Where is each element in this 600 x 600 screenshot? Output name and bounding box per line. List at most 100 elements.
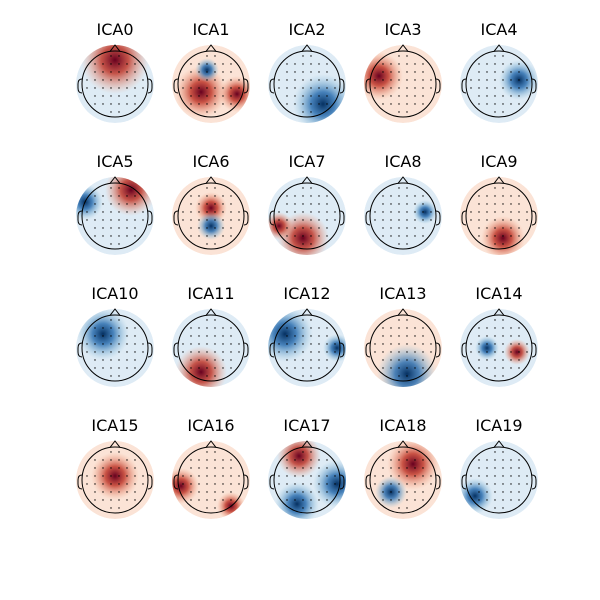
sensor [398, 103, 400, 105]
sensor [294, 95, 296, 97]
sensor [294, 227, 296, 229]
sensor [382, 499, 384, 501]
sensor [110, 95, 112, 97]
sensor [310, 79, 312, 81]
sensor [318, 235, 320, 237]
sensor [486, 459, 488, 461]
sensor [102, 335, 104, 337]
sensor [382, 475, 384, 477]
nose [493, 440, 505, 448]
sensor [478, 79, 480, 81]
sensor [398, 87, 400, 89]
sensor [422, 475, 424, 477]
sensor [230, 95, 232, 97]
sensor [142, 79, 144, 81]
sensor [126, 195, 128, 197]
ear-left [461, 78, 467, 94]
sensor [510, 335, 512, 337]
sensor [486, 79, 488, 81]
head-outline [465, 182, 533, 250]
sensor [238, 351, 240, 353]
map-blob [172, 468, 199, 504]
sensor [326, 483, 328, 485]
sensor [294, 211, 296, 213]
sensor [190, 195, 192, 197]
sensor [102, 475, 104, 477]
sensor [510, 203, 512, 205]
sensor [318, 95, 320, 97]
sensor [190, 475, 192, 477]
sensor [142, 475, 144, 477]
sensor [390, 103, 392, 105]
sensor [198, 195, 200, 197]
sensor [110, 459, 112, 461]
sensor [214, 335, 216, 337]
sensor [286, 95, 288, 97]
sensor [110, 335, 112, 337]
nose [301, 308, 313, 316]
sensor [398, 235, 400, 237]
ear-left [269, 210, 275, 226]
sensor [310, 235, 312, 237]
sensor [502, 195, 504, 197]
topomap: ICA7 [268, 152, 346, 255]
sensor [302, 79, 304, 81]
sensor [118, 375, 120, 377]
sensor [206, 87, 208, 89]
sensor [518, 227, 520, 229]
sensor [102, 235, 104, 237]
sensor [390, 359, 392, 361]
sensor [382, 227, 384, 229]
sensor [102, 467, 104, 469]
sensor [118, 359, 120, 361]
sensor [190, 71, 192, 73]
sensor [382, 219, 384, 221]
head-outline [177, 50, 245, 118]
sensor [294, 203, 296, 205]
sensor [222, 367, 224, 369]
sensor [286, 63, 288, 65]
sensor [494, 219, 496, 221]
sensor [230, 195, 232, 197]
sensor [326, 467, 328, 469]
sensor [326, 235, 328, 237]
sensor [230, 227, 232, 229]
sensor [526, 79, 528, 81]
sensor [230, 235, 232, 237]
sensor [190, 79, 192, 81]
sensor [478, 351, 480, 353]
map [76, 45, 154, 123]
sensor [302, 203, 304, 205]
sensor [222, 219, 224, 221]
sensor [302, 351, 304, 353]
sensor [406, 359, 408, 361]
sensor [230, 499, 232, 501]
sensor [414, 499, 416, 501]
sensor [398, 491, 400, 493]
sensor [470, 219, 472, 221]
sensor [310, 103, 312, 105]
sensor [126, 235, 128, 237]
sensor [190, 351, 192, 353]
sensor [494, 459, 496, 461]
sensor [110, 343, 112, 345]
sensor [286, 459, 288, 461]
sensor [390, 227, 392, 229]
sensor [374, 475, 376, 477]
sensor [110, 491, 112, 493]
sensor [526, 211, 528, 213]
ear-right [147, 342, 153, 358]
sensor [206, 343, 208, 345]
sensor [318, 483, 320, 485]
sensor [478, 327, 480, 329]
sensor [126, 95, 128, 97]
topomap: ICA14 [460, 284, 538, 387]
sensor [94, 227, 96, 229]
sensor [110, 327, 112, 329]
sensor [518, 459, 520, 461]
sensor [518, 335, 520, 337]
sensor [190, 359, 192, 361]
sensor [102, 499, 104, 501]
sensor [486, 227, 488, 229]
sensor [326, 79, 328, 81]
